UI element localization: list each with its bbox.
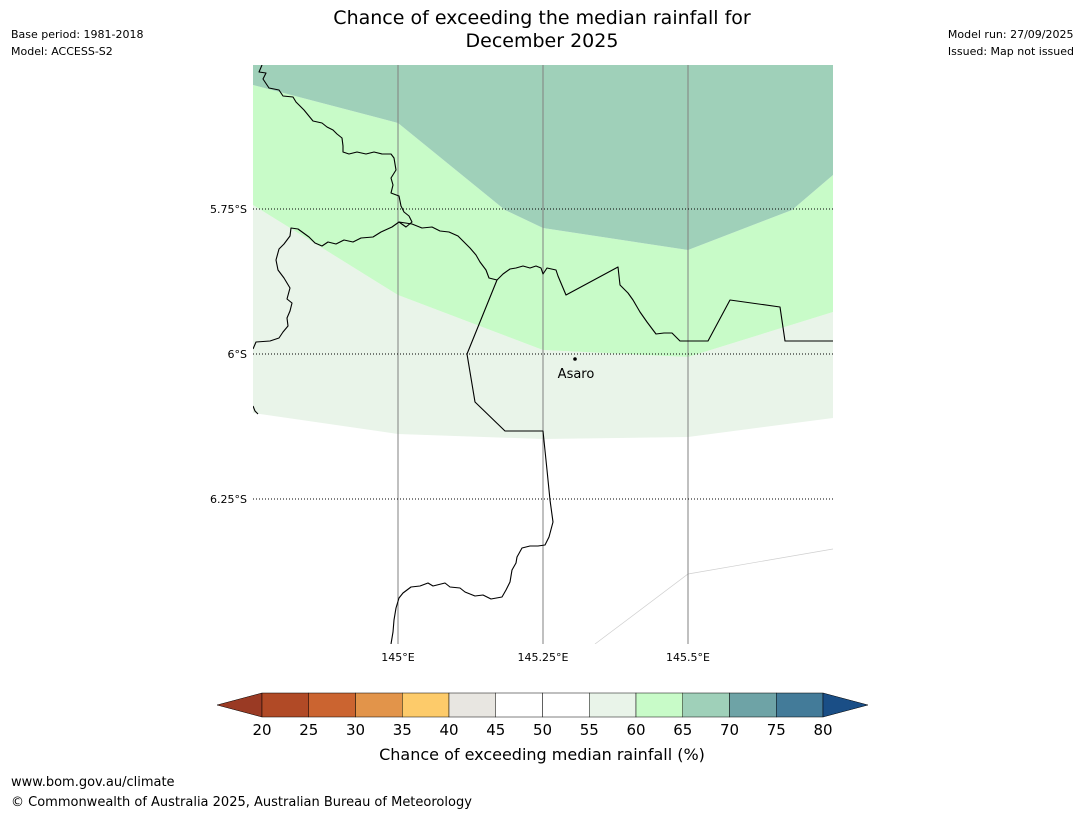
colorbar-title: Chance of exceeding median rainfall (%) bbox=[379, 745, 705, 764]
colorbar-tick-30: 30 bbox=[346, 721, 365, 739]
issued-text: Issued: Map not issued bbox=[947, 45, 1074, 58]
colorbar-bin-30-35 bbox=[355, 692, 403, 718]
colorbar-tick-70: 70 bbox=[720, 721, 739, 739]
boundary-west-stub bbox=[253, 405, 259, 415]
colorbar-under-arrow bbox=[216, 692, 263, 718]
asaro-marker bbox=[573, 357, 577, 361]
colorbar-tick-35: 35 bbox=[393, 721, 412, 739]
colorbar-bin-75-80 bbox=[776, 692, 824, 718]
lon-label-145e: 145°E bbox=[381, 651, 414, 664]
base-period-text: Base period: 1981-2018 bbox=[11, 28, 144, 41]
lat-label-5-75s: 5.75°S bbox=[210, 203, 247, 216]
colorbar-bin-45-50 bbox=[495, 692, 543, 718]
colorbar-bin-60-65 bbox=[635, 692, 683, 718]
map-title: Chance of exceeding the median rainfall … bbox=[242, 7, 842, 53]
colorbar-bin-55-60 bbox=[589, 692, 637, 718]
colorbar-tick-60: 60 bbox=[626, 721, 645, 739]
boundary-northwest bbox=[253, 65, 413, 350]
lat-label-6-25s: 6.25°S bbox=[210, 493, 247, 506]
colorbar-tick-80: 80 bbox=[813, 721, 832, 739]
colorbar-bin-65-70 bbox=[682, 692, 730, 718]
map-title-line-1: Chance of exceeding the median rainfall … bbox=[333, 7, 751, 29]
asaro-label: Asaro bbox=[558, 367, 595, 382]
colorbar-bin-40-45 bbox=[448, 692, 496, 718]
map-title-line-2: December 2025 bbox=[465, 30, 619, 52]
colorbar-tick-20: 20 bbox=[252, 721, 271, 739]
colorbar-bin-70-75 bbox=[729, 692, 777, 718]
colorbar-tick-40: 40 bbox=[439, 721, 458, 739]
model-text: Model: ACCESS-S2 bbox=[11, 45, 113, 58]
colorbar-ticks: 20 25 30 35 40 45 50 55 60 65 70 75 80 bbox=[252, 721, 832, 739]
boundary-central bbox=[398, 221, 833, 342]
boundary-south bbox=[390, 279, 554, 644]
footer-url[interactable]: www.bom.gov.au/climate bbox=[11, 775, 175, 790]
colorbar-bin-35-40 bbox=[402, 692, 450, 718]
colorbar: 20 25 30 35 40 45 50 55 60 65 70 75 80 bbox=[216, 692, 869, 739]
colorbar-tick-75: 75 bbox=[767, 721, 786, 739]
boundaries bbox=[253, 65, 833, 644]
colorbar-bins bbox=[261, 692, 824, 718]
lat-label-6s: 6°S bbox=[228, 348, 247, 361]
map-panel: Asaro bbox=[253, 65, 833, 644]
metadata-left: Base period: 1981-2018 Model: ACCESS-S2 bbox=[11, 26, 143, 60]
metadata-right: Model run: 27/09/2025 Issued: Map not is… bbox=[948, 26, 1074, 60]
colorbar-bin-20-25 bbox=[261, 692, 309, 718]
footer-copyright: © Commonwealth of Australia 2025, Austra… bbox=[11, 795, 472, 810]
colorbar-bin-25-30 bbox=[308, 692, 356, 718]
lon-label-145-5e: 145.5°E bbox=[666, 651, 710, 664]
lon-label-145-25e: 145.25°E bbox=[518, 651, 569, 664]
colorbar-tick-65: 65 bbox=[673, 721, 692, 739]
colorbar-over-arrow bbox=[822, 692, 869, 718]
colorbar-tick-25: 25 bbox=[299, 721, 318, 739]
colorbar-tick-45: 45 bbox=[486, 721, 505, 739]
colorbar-tick-50: 50 bbox=[533, 721, 552, 739]
model-run-text: Model run: 27/09/2025 bbox=[947, 28, 1074, 41]
colorbar-bin-50-55 bbox=[542, 692, 590, 718]
colorbar-tick-55: 55 bbox=[580, 721, 599, 739]
